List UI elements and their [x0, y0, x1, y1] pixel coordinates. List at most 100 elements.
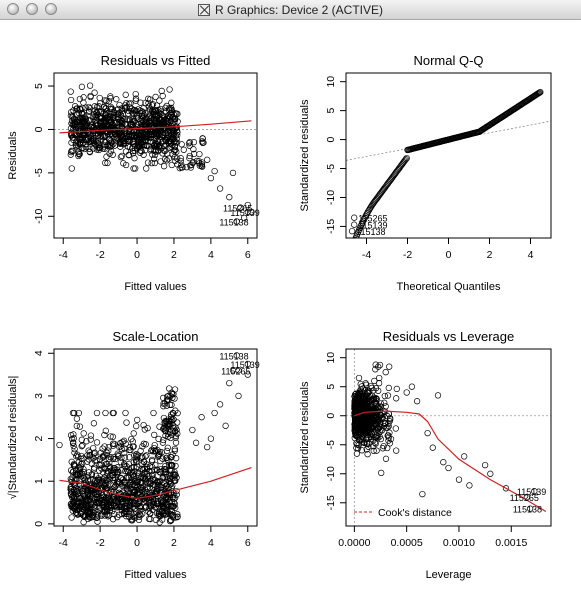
data-point: [168, 415, 175, 423]
data-point: [356, 389, 363, 396]
data-point: [143, 165, 150, 172]
data-point: [93, 409, 101, 417]
data-point: [132, 95, 140, 102]
window-titlebar[interactable]: R Graphics: Device 2 (ACTIVE): [0, 0, 581, 20]
y-tick-label: 10: [325, 76, 337, 88]
data-point: [166, 113, 173, 120]
labeled-point: [237, 204, 244, 211]
outlier-point: [455, 476, 463, 483]
data-point: [114, 471, 121, 478]
data-point: [107, 504, 114, 511]
data-point: [140, 151, 147, 158]
data-point: [125, 133, 132, 141]
data-point: [101, 496, 108, 503]
data-point: [92, 477, 99, 484]
data-point: [144, 424, 151, 432]
data-point: [123, 463, 130, 470]
plot-title: Scale-Location: [113, 329, 199, 344]
smooth-line: [354, 410, 547, 513]
data-point: [165, 422, 172, 429]
x-tick-label: 4: [528, 249, 534, 261]
data-point: [150, 444, 158, 452]
y-tick-label: 5: [325, 108, 337, 114]
data-point: [165, 155, 172, 162]
data-point: [128, 132, 136, 139]
plot-panel-4: Residuals vs Leverage Leverage Standardize…: [299, 329, 552, 581]
data-point: [71, 477, 78, 484]
data-point: [68, 165, 75, 172]
y-tick-label: 0: [325, 413, 337, 419]
data-point: [139, 138, 146, 145]
data-point: [75, 477, 83, 485]
data-point: [154, 499, 161, 506]
data-point: [133, 112, 141, 119]
data-point: [93, 491, 100, 498]
data-point: [67, 109, 75, 116]
point-label: 115138: [219, 351, 248, 361]
data-point: [178, 161, 185, 168]
data-point: [137, 507, 144, 514]
data-point: [382, 455, 390, 462]
data-point: [163, 157, 171, 164]
data-point: [98, 477, 106, 484]
data-point: [178, 141, 185, 148]
point-label: 115139: [358, 221, 387, 231]
data-point: [365, 418, 372, 425]
data-point: [163, 418, 171, 426]
labeled-point: [244, 208, 251, 216]
data-point: [122, 105, 129, 112]
data-point: [67, 486, 74, 493]
zoom-window-button[interactable]: [45, 3, 57, 15]
data-point: [147, 138, 155, 145]
data-point: [77, 485, 84, 492]
data-point: [105, 512, 113, 519]
data-point: [139, 483, 147, 490]
data-point: [160, 436, 167, 444]
data-point: [118, 152, 126, 160]
data-point: [143, 115, 150, 122]
point-label: 115265: [221, 366, 250, 376]
data-point: [120, 130, 128, 138]
y-tick-label: -10: [325, 190, 337, 205]
data-point: [90, 509, 97, 517]
labeled-point: [235, 367, 242, 374]
data-point: [399, 160, 406, 167]
data-point: [145, 472, 152, 479]
data-point: [131, 489, 138, 496]
data-point: [151, 147, 158, 154]
outlier-point: [481, 461, 489, 469]
data-point: [170, 502, 178, 510]
data-point: [85, 447, 92, 454]
data-point: [161, 156, 169, 163]
plot-area: [56, 352, 252, 526]
data-point: [151, 116, 158, 124]
data-point: [537, 88, 544, 96]
close-window-button[interactable]: [7, 3, 19, 15]
data-point: [104, 142, 111, 149]
data-point: [162, 463, 169, 470]
data-point: [139, 510, 146, 518]
data-point: [75, 152, 82, 160]
point-label: 115139: [517, 487, 546, 497]
data-point: [91, 89, 98, 96]
data-point: [114, 452, 122, 459]
outlier-point: [434, 392, 442, 399]
data-point: [123, 419, 130, 426]
data-point: [178, 164, 185, 171]
data-point: [156, 97, 163, 104]
data-point: [106, 499, 113, 506]
data-point: [172, 514, 179, 521]
data-point: [109, 440, 117, 447]
data-point: [149, 506, 156, 514]
data-point: [84, 458, 91, 465]
data-point: [167, 506, 174, 513]
minimize-window-button[interactable]: [26, 3, 38, 15]
data-point: [190, 139, 198, 146]
smooth-line: [59, 120, 252, 134]
data-point: [96, 144, 104, 152]
data-point: [131, 475, 138, 483]
data-point: [134, 127, 141, 134]
data-point: [74, 142, 82, 149]
data-point: [117, 153, 125, 161]
data-point: [172, 116, 179, 123]
